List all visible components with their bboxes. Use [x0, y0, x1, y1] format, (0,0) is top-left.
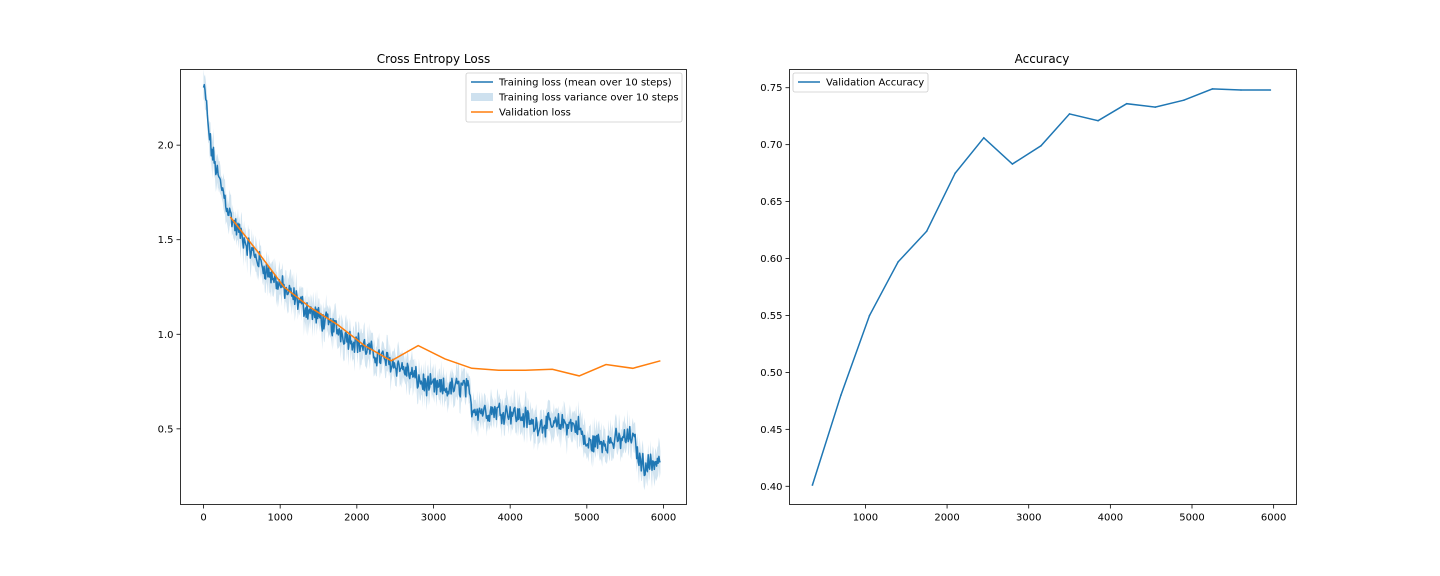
validation-accuracy-point	[925, 230, 928, 232]
validation-accuracy-point	[897, 261, 899, 263]
accuracy-legend-label: Validation Accuracy	[826, 78, 924, 89]
loss-chart: Cross Entropy Loss 0 1000 2000 3000 4000 5000…	[158, 52, 687, 524]
loss-legend-box	[465, 72, 683, 123]
chart0-y-tick-label: 0.5	[158, 424, 174, 435]
chart1-x-tick-label: 5000	[1179, 513, 1204, 524]
chart1-x-tick-label: 2000	[934, 513, 959, 524]
chart1-y-tick-label: 0.45	[760, 425, 782, 436]
chart0-x-tick-label: 5000	[574, 513, 599, 524]
validation-loss-legend-label: Validation loss	[499, 108, 571, 119]
chart0-y-tick-label: 1.0	[158, 330, 174, 341]
loss-axes-ticks: 0 1000 2000 3000 4000 5000 6000 0.5 1.0 1.5 2.0	[158, 141, 677, 524]
loss-chart-title: Cross Entropy Loss	[377, 52, 490, 66]
chart1-y-tick-label: 0.55	[760, 311, 782, 322]
variance-legend-label: Training loss variance over 10 steps	[498, 93, 679, 104]
validation-accuracy-line	[811, 88, 1271, 486]
loss-legend: Training loss (mean over 10 steps) Train…	[465, 72, 683, 123]
chart0-x-tick-label: 4000	[497, 513, 522, 524]
validation-accuracy-point	[1068, 113, 1071, 115]
validation-loss-line	[229, 216, 661, 377]
validation-accuracy-point	[1269, 89, 1272, 91]
chart1-y-tick-label: 0.65	[760, 197, 782, 208]
chart1-x-tick-label: 6000	[1261, 513, 1286, 524]
chart1-y-tick-label: 0.40	[760, 482, 782, 493]
validation-accuracy-point	[983, 137, 985, 139]
validation-accuracy-point	[868, 314, 871, 317]
accuracy-axes-ticks: 1000 2000 3000 4000 5000 6000 0.40 0.45 0.50 0.55…	[760, 83, 1286, 523]
validation-accuracy-point	[1183, 99, 1185, 101]
training-loss-variance-band	[203, 69, 661, 491]
accuracy-chart-title: Accuracy	[1015, 52, 1070, 66]
chart1-y-tick-label: 0.70	[760, 140, 782, 151]
chart1-y-tick-label: 0.50	[760, 368, 782, 379]
chart1-y-tick-label: 0.60	[760, 254, 782, 265]
validation-accuracy-point	[1011, 163, 1014, 165]
validation-accuracy-point	[1040, 145, 1042, 147]
accuracy-axes-frame	[789, 69, 1297, 505]
accuracy-legend-box	[792, 72, 929, 93]
chart0-x-tick-label: 1000	[267, 513, 292, 524]
training-loss-legend-label: Training loss (mean over 10 steps)	[498, 78, 672, 89]
loss-plot-area	[202, 69, 661, 491]
validation-accuracy-point	[811, 484, 814, 486]
validation-accuracy-point	[954, 172, 956, 174]
accuracy-chart: Accuracy 1000 2000 3000 4000 5000 6000 0.40 0.4…	[760, 52, 1297, 524]
training-loss-line	[202, 83, 661, 477]
accuracy-legend: Validation Accuracy	[792, 72, 929, 93]
accuracy-plot-area	[811, 88, 1272, 486]
chart0-x-tick-label: 3000	[421, 513, 446, 524]
validation-accuracy-point	[1240, 89, 1242, 91]
validation-accuracy-point	[1097, 119, 1099, 122]
chart1-y-tick-label: 0.75	[760, 83, 782, 94]
validation-accuracy-point	[1125, 102, 1128, 105]
chart1-x-tick-label: 3000	[1016, 513, 1041, 524]
chart0-x-tick-label: 0	[200, 513, 206, 524]
chart0-y-tick-label: 2.0	[158, 141, 174, 152]
chart1-x-tick-label: 4000	[1098, 513, 1123, 524]
chart0-y-tick-label: 1.5	[158, 235, 174, 246]
variance-legend-swatch	[471, 93, 493, 101]
validation-accuracy-point	[1154, 106, 1157, 108]
chart0-x-tick-label: 2000	[344, 513, 369, 524]
validation-accuracy-point	[1211, 88, 1214, 90]
chart1-x-tick-label: 1000	[853, 513, 878, 524]
validation-accuracy-point	[840, 394, 842, 397]
chart0-x-tick-label: 6000	[651, 513, 676, 524]
